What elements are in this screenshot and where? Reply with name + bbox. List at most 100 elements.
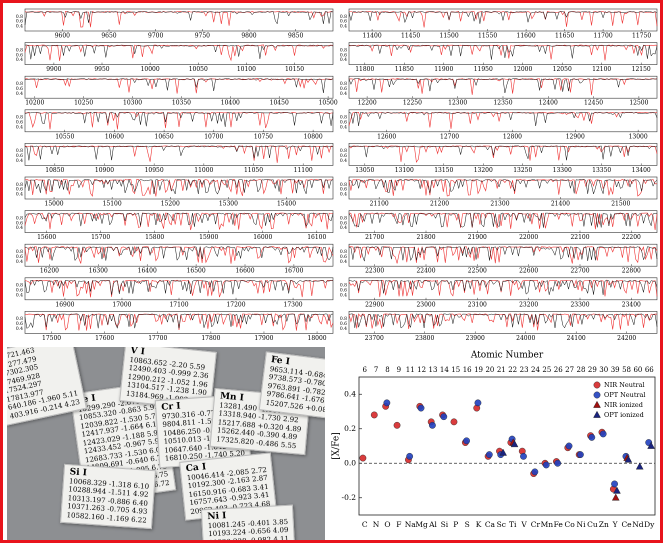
x-tick-label: 10800 <box>304 133 323 140</box>
x-tick-label: 11450 <box>401 33 420 40</box>
x-tick-label: 17500 <box>42 335 61 342</box>
x-tick-label: 11100 <box>294 167 313 174</box>
x-tick-label: 16900 <box>55 301 74 308</box>
x-tick-label: 11900 <box>434 66 453 73</box>
x-tick-label: Ti <box>509 520 517 529</box>
x-tick-label: 11800 <box>355 66 374 73</box>
y-tick-label: 0.4 <box>340 158 347 164</box>
x-tick-label: 9800 <box>241 33 256 40</box>
y-tick-label: 0.6 <box>16 19 23 25</box>
y-tick-label: 0.8 <box>16 283 23 289</box>
x-tick-label: 11850 <box>395 66 414 73</box>
y-tick-label: 0.6 <box>340 153 347 159</box>
x-tick-label: 12500 <box>629 100 648 107</box>
y-tick-label: 0.6 <box>340 86 347 92</box>
x-tick-label: 21700 <box>365 234 384 241</box>
spectrum-observed <box>348 279 658 295</box>
data-point <box>611 480 618 488</box>
y-tick-label: 0.4 <box>340 225 347 231</box>
x-tick-label: 10850 <box>45 167 64 174</box>
x-tick-label: 21400 <box>551 201 570 208</box>
data-point <box>599 430 607 438</box>
x-tick-label: 9900 <box>46 66 61 73</box>
data-point <box>485 451 493 459</box>
x-tick-label: 17100 <box>169 301 188 308</box>
x-tick-label: 17600 <box>95 335 114 342</box>
x-tick-label: 10700 <box>204 133 223 140</box>
data-point <box>510 440 519 448</box>
x-tick-label: 16500 <box>187 268 206 275</box>
x-tick-label: 15400 <box>277 201 296 208</box>
data-point <box>624 455 633 463</box>
data-point <box>635 462 644 470</box>
x-tick-label: 15900 <box>199 234 218 241</box>
x-tick-label: 13100 <box>395 167 414 174</box>
y-tick-label: 0.8 <box>16 115 23 121</box>
x-tick-label: Cr <box>531 520 541 529</box>
y-tick-label: 0.4 <box>16 192 23 198</box>
x-tick-label: 13300 <box>553 167 572 174</box>
legend-label: OPT Neutral <box>604 391 646 399</box>
x-tick-label: Al <box>428 520 437 529</box>
data-point <box>531 468 539 476</box>
x-tick-label: 23200 <box>519 301 538 308</box>
y-tick-label: 0.4 <box>340 57 347 63</box>
x-tick-label: Na <box>405 520 417 529</box>
x-tick-label: 23900 <box>466 335 485 342</box>
x-tick-label: 10450 <box>270 100 289 107</box>
x-tick-label: 21800 <box>416 234 435 241</box>
x-tick-label: 13200 <box>474 167 493 174</box>
y-tick-label: 0.8 <box>16 148 23 154</box>
x-tick-label: 16200 <box>40 268 59 275</box>
panel-frame <box>348 42 658 65</box>
legend-label: OPT ionized <box>604 411 644 419</box>
y-tick-label: 0.4 <box>16 158 23 164</box>
x-tick-label: Dy <box>644 520 655 529</box>
panel-frame <box>24 42 334 65</box>
spectrum-observed <box>348 111 658 127</box>
spectrum-observed <box>348 44 658 60</box>
y-tick-label: 0.4 <box>16 24 23 30</box>
x2-tick-label: 29 <box>588 366 597 374</box>
x-tick-label: 16300 <box>89 268 108 275</box>
spectrum-observed <box>24 279 333 295</box>
x-tick-label: 10050 <box>189 66 208 73</box>
x2-tick-label: 14 <box>440 366 449 374</box>
y-axis-title: [X/Fe] <box>332 432 342 460</box>
x-tick-label: 13250 <box>513 167 532 174</box>
spectrum-observed <box>348 212 658 228</box>
panel-frame <box>348 210 658 233</box>
x-tick-label: 22800 <box>622 268 641 275</box>
y-tick-label: 0.6 <box>340 120 347 126</box>
y-tick-label: 0.8 <box>340 47 347 53</box>
x-tick-label: 22100 <box>570 234 589 241</box>
x2-tick-label: 15 <box>451 366 460 374</box>
x2-tick-label: 25 <box>542 366 551 374</box>
panel-frame <box>24 75 334 99</box>
x-tick-label: 22700 <box>570 268 589 275</box>
data-point <box>463 437 470 445</box>
x-tick-label: 16100 <box>307 234 326 241</box>
y-tick-label: 0.8 <box>16 14 23 20</box>
x-tick-label: 11950 <box>474 66 493 73</box>
spectrum-observed <box>348 11 658 24</box>
line-list-collage: Fe I 10299.290 -2.076 6.12 10853.320 -0.86… <box>7 347 325 540</box>
x-tick-label: K <box>476 520 482 529</box>
spectrum-observed <box>24 145 334 161</box>
x-tick-label: Co <box>564 520 575 529</box>
x-tick-label: 12900 <box>566 133 585 140</box>
y-tick-label: 0.4 <box>340 292 347 298</box>
y-tick-label: 0.6 <box>340 187 347 193</box>
y-tick-label: 0.8 <box>340 215 347 221</box>
panel-frame <box>348 143 658 166</box>
y-tick-label: 0.4 <box>16 292 23 298</box>
x-tick-label: 11400 <box>363 33 382 40</box>
x-tick-label: 12600 <box>377 133 396 140</box>
y-tick-label: 0.6 <box>340 321 347 327</box>
data-point <box>393 421 401 429</box>
x-tick-label: Mn <box>541 520 554 529</box>
y-tick-label: 0.4 <box>340 91 347 97</box>
y-tick-label: 0.6 <box>16 288 23 294</box>
data-point <box>474 399 482 407</box>
